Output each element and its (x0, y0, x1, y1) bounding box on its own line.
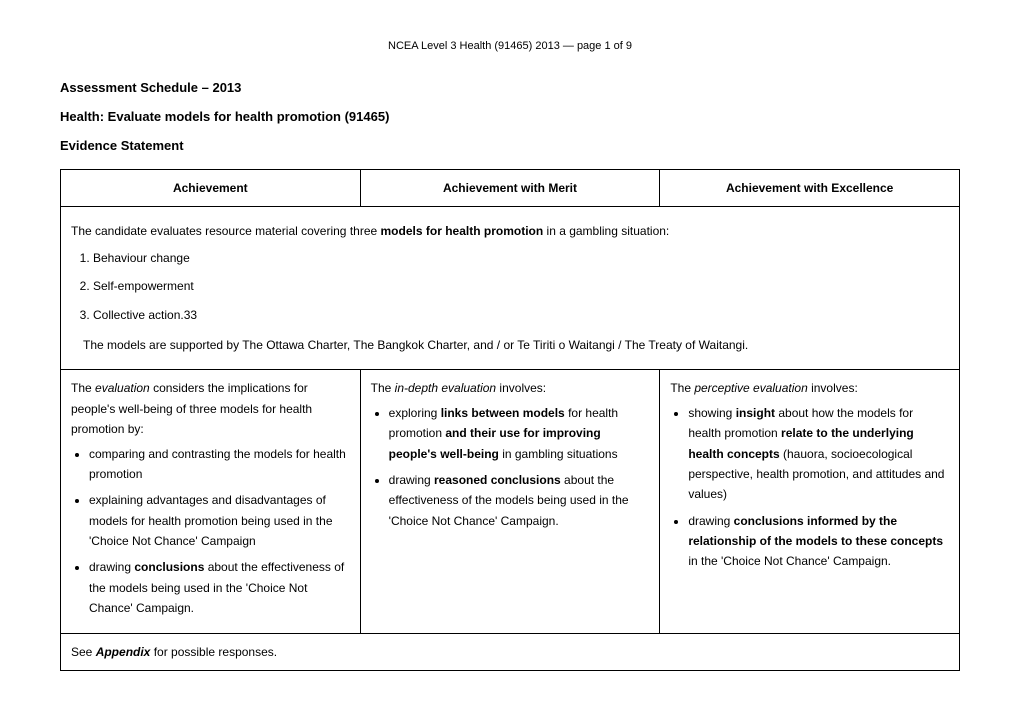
merit-lead-pre: The (371, 381, 395, 395)
intro-item-3: Collective action.33 (93, 305, 949, 325)
exc-lead-post: involves: (808, 381, 858, 395)
table-header-row: Achievement Achievement with Merit Achie… (61, 170, 960, 207)
evidence-title: Evidence Statement (60, 138, 960, 153)
title-block: Assessment Schedule – 2013 Health: Evalu… (60, 80, 960, 153)
exc-b2-pre: drawing (688, 514, 733, 528)
exc-b1-pre: showing (688, 406, 735, 420)
ach-b1: comparing and contrasting the models for… (89, 444, 350, 485)
intro-block: The candidate evaluates resource materia… (71, 221, 949, 355)
intro-item-2: Self-empowerment (93, 276, 949, 296)
col-excellence: Achievement with Excellence (660, 170, 960, 207)
page-header: NCEA Level 3 Health (91465) 2013 — page … (60, 40, 960, 52)
ach-b2: explaining advantages and disadvantages … (89, 490, 350, 551)
merit-b1-pre: exploring (389, 406, 441, 420)
merit-b2-bold: reasoned conclusions (434, 473, 561, 487)
intro-list: Behaviour change Self-empowerment Collec… (71, 248, 949, 325)
ach-lead-pre: The (71, 381, 95, 395)
merit-b1-post: in gambling situations (499, 447, 618, 461)
merit-lead-post: involves: (496, 381, 546, 395)
achievement-cell: The evaluation considers the implication… (61, 370, 361, 633)
merit-b1: exploring links between models for healt… (389, 403, 650, 464)
exc-bullets: showing insight about how the models for… (670, 403, 949, 572)
exc-b1-bold1: insight (736, 406, 775, 420)
col-achievement: Achievement (61, 170, 361, 207)
ach-b3-bold: conclusions (134, 560, 204, 574)
criteria-row: The evaluation considers the implication… (61, 370, 960, 633)
exc-b1: showing insight about how the models for… (688, 403, 949, 505)
merit-b1-bold1: links between models (441, 406, 565, 420)
intro-lead-pre: The candidate evaluates resource materia… (71, 224, 381, 238)
footer-row: See Appendix for possible responses. (61, 633, 960, 670)
exc-lead-em: perceptive evaluation (694, 381, 807, 395)
ach-lead-em: evaluation (95, 381, 150, 395)
merit-lead-em: in-depth evaluation (395, 381, 496, 395)
merit-b2: drawing reasoned conclusions about the e… (389, 470, 650, 531)
footer-pre: See (71, 645, 96, 659)
footer-post: for possible responses. (150, 645, 277, 659)
merit-cell: The in-depth evaluation involves: explor… (360, 370, 660, 633)
intro-support: The models are supported by The Ottawa C… (83, 335, 949, 355)
excellence-cell: The perceptive evaluation involves: show… (660, 370, 960, 633)
subject-title: Health: Evaluate models for health promo… (60, 109, 960, 124)
ach-b3-pre: drawing (89, 560, 134, 574)
assessment-table: Achievement Achievement with Merit Achie… (60, 169, 960, 671)
schedule-title: Assessment Schedule – 2013 (60, 80, 960, 95)
ach-bullets: comparing and contrasting the models for… (71, 444, 350, 619)
exc-lead-pre: The (670, 381, 694, 395)
intro-row: The candidate evaluates resource materia… (61, 207, 960, 370)
intro-item-1: Behaviour change (93, 248, 949, 268)
col-merit: Achievement with Merit (360, 170, 660, 207)
intro-lead-post: in a gambling situation: (543, 224, 669, 238)
exc-b2-post: in the 'Choice Not Chance' Campaign. (688, 554, 891, 568)
exc-b2: drawing conclusions informed by the rela… (688, 511, 949, 572)
footer-bold: Appendix (96, 645, 151, 659)
merit-bullets: exploring links between models for healt… (371, 403, 650, 531)
intro-lead-bold: models for health promotion (381, 224, 544, 238)
ach-b3: drawing conclusions about the effectiven… (89, 557, 350, 618)
merit-b2-pre: drawing (389, 473, 434, 487)
